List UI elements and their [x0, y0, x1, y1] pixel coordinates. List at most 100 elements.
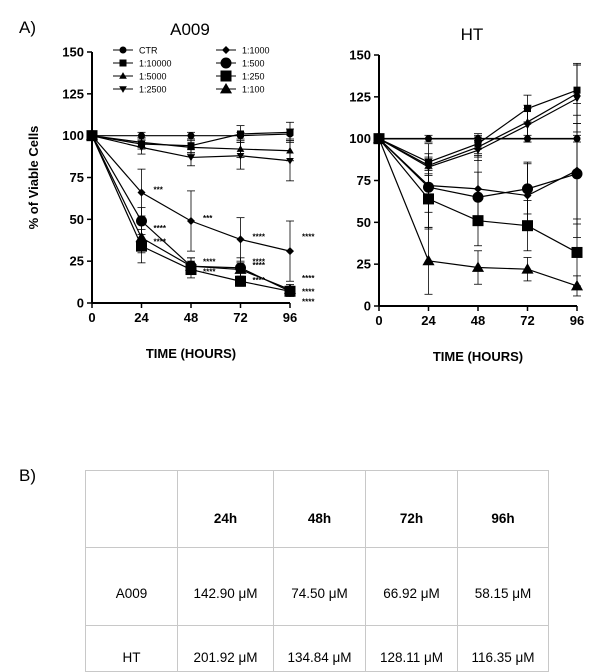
table-header-cell: 96h: [457, 470, 549, 548]
y-tick-label: 150: [62, 45, 84, 60]
data-point: [521, 263, 534, 274]
data-point: [234, 263, 247, 274]
chart-title: HT: [461, 25, 484, 44]
data-point: [372, 132, 386, 144]
significance-label: ****: [154, 224, 167, 233]
legend-marker: [119, 46, 127, 54]
legend-label: 1:2500: [139, 85, 167, 95]
significance-label: ****: [302, 274, 315, 283]
legend-item: 1:5000: [113, 72, 167, 82]
table-row-label: HT: [85, 625, 178, 672]
legend-item: 1:1000: [216, 46, 270, 56]
legend-item: 1:100: [216, 82, 265, 95]
legend-label: 1:10000: [139, 59, 172, 69]
legend-marker: [220, 57, 232, 69]
data-point: [187, 132, 195, 140]
x-tick-label: 48: [184, 310, 198, 325]
x-tick-label: 72: [520, 313, 534, 328]
x-tick-label: 96: [283, 310, 297, 325]
data-point: [236, 152, 245, 160]
legend-marker: [119, 86, 127, 93]
ic50-table: 24h 48h 72h 96h A009 142.90 μM 74.50 μM …: [85, 470, 549, 672]
table-header-row: 24h 48h 72h 96h: [85, 470, 549, 548]
legend-item: 1:2500: [113, 85, 167, 95]
y-tick-label: 50: [70, 212, 84, 227]
table-cell: 58.15 μM: [457, 547, 549, 626]
y-tick-label: 75: [357, 173, 371, 188]
data-point: [474, 147, 482, 155]
data-point: [286, 128, 294, 136]
legend-label: 1:5000: [139, 72, 167, 82]
data-point: [137, 144, 146, 152]
data-point: [573, 95, 581, 103]
table-cell: 128.11 μM: [365, 625, 458, 672]
charts-figure: A009 0 25 50 75 100 125 150 0 24 48 72 96 TIME (HOURS…: [26, 20, 584, 364]
legend-label: 1:1000: [242, 46, 270, 56]
table-row: A009 142.90 μM 74.50 μM 66.92 μM 58.15 μ…: [85, 547, 549, 626]
significance-label: ****: [253, 258, 266, 267]
x-tick-label: 96: [570, 313, 584, 328]
data-point: [423, 193, 434, 205]
legend-marker: [119, 59, 127, 67]
y-tick-label: 125: [349, 89, 371, 104]
legend-label: 1:500: [242, 59, 265, 69]
data-point: [187, 217, 195, 226]
table-cell: 142.90 μM: [177, 547, 274, 626]
data-point: [471, 261, 485, 272]
data-point: [571, 246, 583, 258]
data-point: [136, 215, 147, 227]
table-header-cell: 72h: [365, 470, 458, 548]
significance-label: ***: [154, 186, 164, 195]
data-point: [571, 168, 583, 180]
x-tick-label: 48: [471, 313, 485, 328]
data-point: [523, 122, 532, 130]
data-point: [286, 247, 294, 256]
legend-label: CTR: [139, 46, 158, 56]
legend-item: 1:500: [216, 57, 265, 69]
table-row: HT 201.92 μM 134.84 μM 128.11 μM 116.35 …: [85, 625, 549, 672]
legend-item: 1:250: [216, 70, 265, 82]
table-header-cell: 24h: [177, 470, 274, 548]
table-cell: 74.50 μM: [273, 547, 366, 626]
data-point: [472, 215, 484, 227]
data-point: [135, 231, 148, 243]
significance-label: ****: [302, 298, 315, 307]
data-point: [286, 157, 294, 165]
x-tick-label: 0: [88, 310, 95, 325]
table-header-cell: 48h: [273, 470, 366, 548]
series-1-2500: [88, 132, 294, 182]
legend-marker: [219, 82, 233, 94]
y-tick-label: 100: [349, 131, 371, 146]
significance-label: ****: [302, 288, 315, 297]
series-1-100: [85, 129, 297, 296]
table-cell: 66.92 μM: [365, 547, 458, 626]
legend-label: 1:100: [242, 85, 265, 95]
y-tick-label: 0: [77, 296, 84, 311]
x-tick-label: 72: [233, 310, 247, 325]
y-tick-label: 125: [62, 86, 84, 101]
data-point: [184, 260, 198, 271]
data-point: [187, 154, 195, 162]
significance-label: ***: [203, 214, 213, 223]
legend-label: 1:250: [242, 72, 265, 82]
legend-item: CTR: [113, 46, 158, 56]
data-point: [570, 279, 584, 291]
y-tick-label: 100: [62, 128, 84, 143]
data-point: [235, 275, 246, 287]
series-1-2500: [375, 64, 581, 176]
data-point: [422, 254, 435, 266]
data-point: [522, 220, 533, 232]
significance-label: ****: [253, 276, 266, 285]
significance-label: ****: [203, 268, 216, 277]
table-cell: 116.35 μM: [457, 625, 549, 672]
panel-label-b: B): [19, 466, 36, 485]
x-tick-label: 24: [421, 313, 436, 328]
significance-label: ****: [302, 232, 315, 241]
data-point: [137, 188, 146, 197]
x-axis-label: TIME (HOURS): [433, 349, 523, 364]
y-tick-label: 50: [357, 215, 371, 230]
y-tick-label: 150: [349, 48, 371, 63]
table-row-label: A009: [85, 547, 178, 626]
table-cell: 134.84 μM: [273, 625, 366, 672]
data-point: [283, 283, 297, 295]
